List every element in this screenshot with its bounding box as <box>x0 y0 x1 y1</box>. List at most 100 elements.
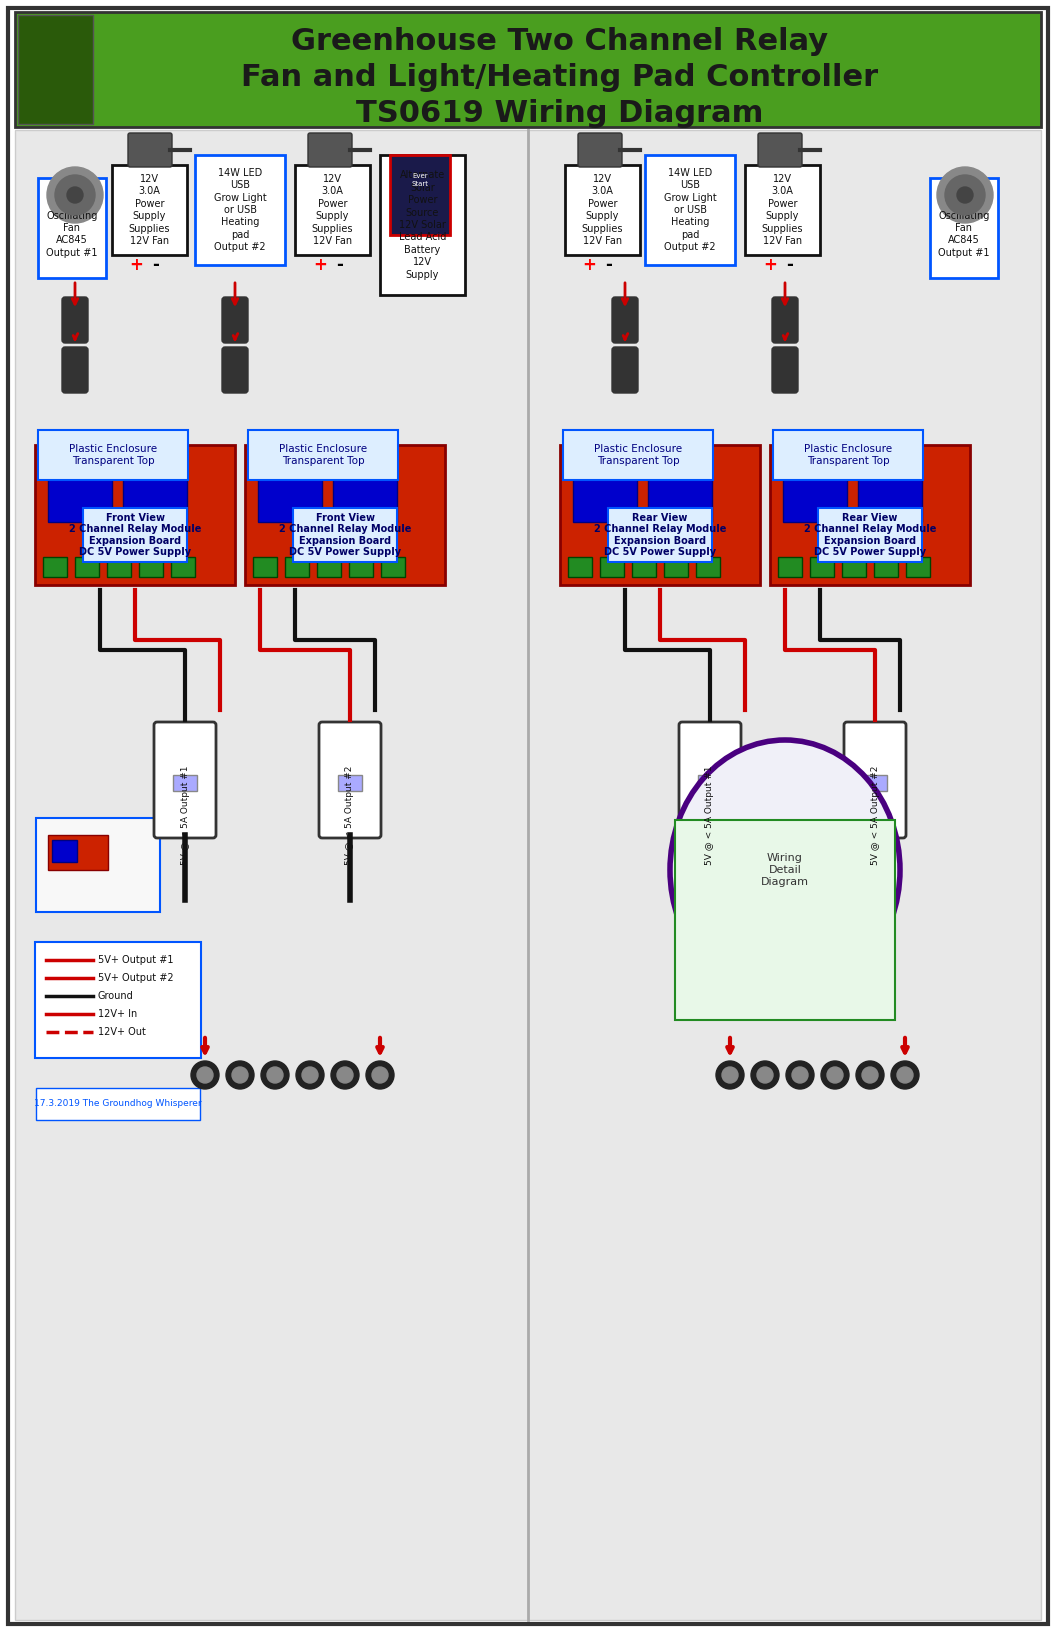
FancyBboxPatch shape <box>818 508 922 561</box>
FancyBboxPatch shape <box>360 450 388 468</box>
FancyBboxPatch shape <box>631 557 656 578</box>
Text: Fan and Light/Heating Pad Controller: Fan and Light/Heating Pad Controller <box>242 64 879 93</box>
FancyBboxPatch shape <box>773 429 923 480</box>
Circle shape <box>937 166 993 224</box>
Circle shape <box>55 175 95 215</box>
Text: Rear View
2 Channel Relay Module
Expansion Board
DC 5V Power Supply: Rear View 2 Channel Relay Module Expansi… <box>593 512 727 558</box>
FancyBboxPatch shape <box>568 557 592 578</box>
FancyBboxPatch shape <box>815 450 843 468</box>
FancyBboxPatch shape <box>874 557 898 578</box>
Circle shape <box>267 1067 283 1084</box>
FancyBboxPatch shape <box>35 446 235 584</box>
Circle shape <box>757 1067 773 1084</box>
FancyBboxPatch shape <box>348 557 373 578</box>
FancyBboxPatch shape <box>290 450 318 468</box>
FancyBboxPatch shape <box>333 478 397 522</box>
FancyBboxPatch shape <box>744 165 821 255</box>
Text: 17.3.2019 The Groundhog Whisperer: 17.3.2019 The Groundhog Whisperer <box>34 1100 202 1108</box>
Text: 5V @ < 5A Output #2: 5V @ < 5A Output #2 <box>345 765 355 865</box>
FancyBboxPatch shape <box>608 508 712 561</box>
Circle shape <box>226 1061 254 1089</box>
Text: Wiring
Detail
Diagram: Wiring Detail Diagram <box>761 854 809 886</box>
FancyBboxPatch shape <box>565 165 640 255</box>
FancyBboxPatch shape <box>122 478 187 522</box>
FancyBboxPatch shape <box>810 557 834 578</box>
FancyBboxPatch shape <box>222 348 248 393</box>
FancyBboxPatch shape <box>139 557 163 578</box>
FancyBboxPatch shape <box>679 721 741 837</box>
FancyBboxPatch shape <box>18 15 93 124</box>
FancyBboxPatch shape <box>857 478 922 522</box>
FancyBboxPatch shape <box>772 348 798 393</box>
Text: 14W LED
USB
Grow Light
or USB
Heating
pad
Output #2: 14W LED USB Grow Light or USB Heating pa… <box>213 168 266 253</box>
Text: Plastic Enclosure
Transparent Top: Plastic Enclosure Transparent Top <box>279 444 367 465</box>
FancyBboxPatch shape <box>930 178 998 277</box>
FancyBboxPatch shape <box>319 721 381 837</box>
Text: Plastic Enclosure
Transparent Top: Plastic Enclosure Transparent Top <box>593 444 682 465</box>
Text: Alternate
Solar
Power
Source
12V Solar
Lead Acid
Battery
12V
Supply: Alternate Solar Power Source 12V Solar L… <box>399 170 447 279</box>
FancyBboxPatch shape <box>780 450 808 468</box>
FancyBboxPatch shape <box>570 450 598 468</box>
FancyBboxPatch shape <box>253 557 277 578</box>
FancyBboxPatch shape <box>171 557 195 578</box>
FancyBboxPatch shape <box>245 446 445 584</box>
FancyBboxPatch shape <box>906 557 930 578</box>
FancyBboxPatch shape <box>645 155 735 264</box>
Text: Front View
2 Channel Relay Module
Expansion Board
DC 5V Power Supply: Front View 2 Channel Relay Module Expans… <box>279 512 411 558</box>
Circle shape <box>331 1061 359 1089</box>
FancyBboxPatch shape <box>308 132 352 166</box>
Text: 5V+ Output #1: 5V+ Output #1 <box>98 955 173 965</box>
Circle shape <box>48 166 103 224</box>
FancyBboxPatch shape <box>863 775 887 792</box>
FancyBboxPatch shape <box>560 446 760 584</box>
FancyBboxPatch shape <box>772 297 798 343</box>
Circle shape <box>856 1061 884 1089</box>
FancyBboxPatch shape <box>38 429 188 480</box>
FancyBboxPatch shape <box>850 450 878 468</box>
FancyBboxPatch shape <box>52 840 77 862</box>
FancyBboxPatch shape <box>675 450 703 468</box>
FancyBboxPatch shape <box>600 557 624 578</box>
Circle shape <box>296 1061 324 1089</box>
Text: +: + <box>313 256 327 274</box>
FancyBboxPatch shape <box>115 450 143 468</box>
Text: 5V+ Output #2: 5V+ Output #2 <box>98 973 173 982</box>
Text: Ground: Ground <box>98 991 134 1000</box>
FancyBboxPatch shape <box>612 348 638 393</box>
Text: Front View
2 Channel Relay Module
Expansion Board
DC 5V Power Supply: Front View 2 Channel Relay Module Expans… <box>69 512 202 558</box>
FancyBboxPatch shape <box>8 8 1048 1624</box>
Circle shape <box>67 188 83 202</box>
Circle shape <box>792 1067 808 1084</box>
FancyBboxPatch shape <box>338 775 362 792</box>
Text: 12V
3.0A
Power
Supply
Supplies
12V Fan: 12V 3.0A Power Supply Supplies 12V Fan <box>761 175 804 246</box>
FancyBboxPatch shape <box>885 450 913 468</box>
Circle shape <box>366 1061 394 1089</box>
FancyBboxPatch shape <box>778 557 802 578</box>
FancyBboxPatch shape <box>38 178 106 277</box>
Text: +: + <box>763 256 777 274</box>
Text: +: + <box>129 256 143 274</box>
Circle shape <box>821 1061 849 1089</box>
FancyBboxPatch shape <box>675 819 895 1020</box>
Circle shape <box>751 1061 779 1089</box>
Circle shape <box>862 1067 878 1084</box>
FancyBboxPatch shape <box>698 775 722 792</box>
Text: 12V
3.0A
Power
Supply
Supplies
12V Fan: 12V 3.0A Power Supply Supplies 12V Fan <box>312 175 354 246</box>
FancyBboxPatch shape <box>380 155 465 295</box>
Circle shape <box>372 1067 388 1084</box>
Circle shape <box>945 175 985 215</box>
FancyBboxPatch shape <box>83 508 187 561</box>
Circle shape <box>897 1067 913 1084</box>
FancyBboxPatch shape <box>390 155 450 235</box>
Circle shape <box>716 1061 744 1089</box>
FancyBboxPatch shape <box>293 508 397 561</box>
Text: Rear View
2 Channel Relay Module
Expansion Board
DC 5V Power Supply: Rear View 2 Channel Relay Module Expansi… <box>804 512 937 558</box>
FancyBboxPatch shape <box>248 429 398 480</box>
FancyBboxPatch shape <box>62 297 88 343</box>
FancyBboxPatch shape <box>128 132 172 166</box>
Text: 5V @ < 5A Output #1: 5V @ < 5A Output #1 <box>705 765 715 865</box>
FancyBboxPatch shape <box>770 446 970 584</box>
FancyBboxPatch shape <box>381 557 406 578</box>
FancyBboxPatch shape <box>80 450 108 468</box>
FancyBboxPatch shape <box>664 557 689 578</box>
